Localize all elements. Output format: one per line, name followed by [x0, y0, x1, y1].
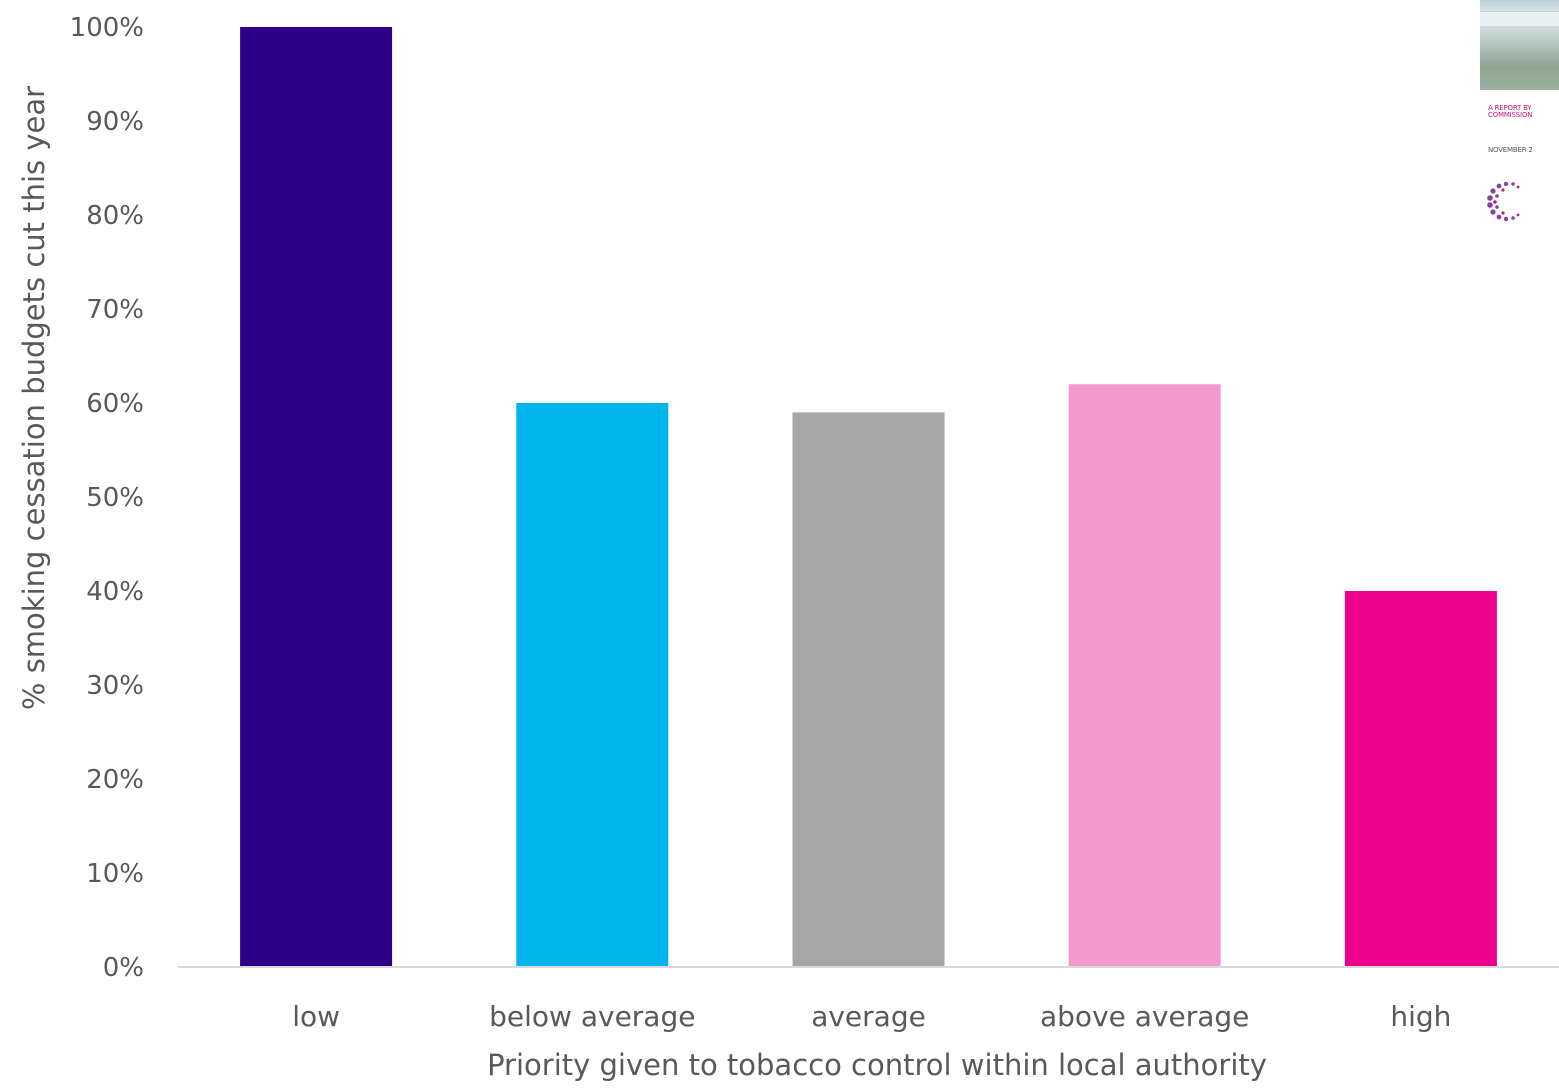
report-cover-line-1: A REPORT BY — [1488, 104, 1532, 112]
y-tick-label: 70% — [86, 295, 144, 325]
y-tick-label: 20% — [86, 765, 144, 795]
y-tick-label: 10% — [86, 859, 144, 889]
bars-group — [240, 27, 1497, 967]
y-tick-label: 80% — [86, 201, 144, 231]
bar-average — [792, 412, 945, 967]
x-axis-category-labels: low below average average above average high — [292, 1000, 1451, 1033]
report-logo-icon — [1487, 181, 1520, 222]
bar-high — [1344, 591, 1497, 967]
bar-below-average — [516, 403, 669, 967]
x-category-label: high — [1390, 1000, 1451, 1033]
x-category-label: below average — [489, 1000, 695, 1033]
y-axis-title: % smoking cessation budgets cut this yea… — [17, 86, 51, 710]
x-category-label: above average — [1040, 1000, 1249, 1033]
report-cover-line-2: COMMISSION — [1488, 111, 1533, 119]
y-tick-label: 40% — [86, 577, 144, 607]
x-category-label: average — [811, 1000, 926, 1033]
y-axis-ticks: 0% 10% 20% 30% 40% 50% 60% 70% 80% 90% 100% — [70, 13, 144, 983]
report-cover-thumbnail: A REPORT BY COMMISSION NOVEMBER 2 — [1478, 0, 1559, 225]
y-tick-label: 50% — [86, 483, 144, 513]
y-tick-label: 100% — [70, 13, 144, 43]
y-tick-label: 90% — [86, 107, 144, 137]
x-category-label: low — [292, 1000, 340, 1033]
y-tick-label: 60% — [86, 389, 144, 419]
bar-above-average — [1068, 384, 1221, 967]
report-cover-line-3: NOVEMBER 2 — [1488, 146, 1533, 154]
y-tick-label: 0% — [103, 953, 144, 983]
y-tick-label: 30% — [86, 671, 144, 701]
bar-low — [240, 27, 393, 967]
x-axis-title: Priority given to tobacco control within… — [487, 1048, 1267, 1082]
report-cover-photo-band — [1480, 12, 1559, 26]
